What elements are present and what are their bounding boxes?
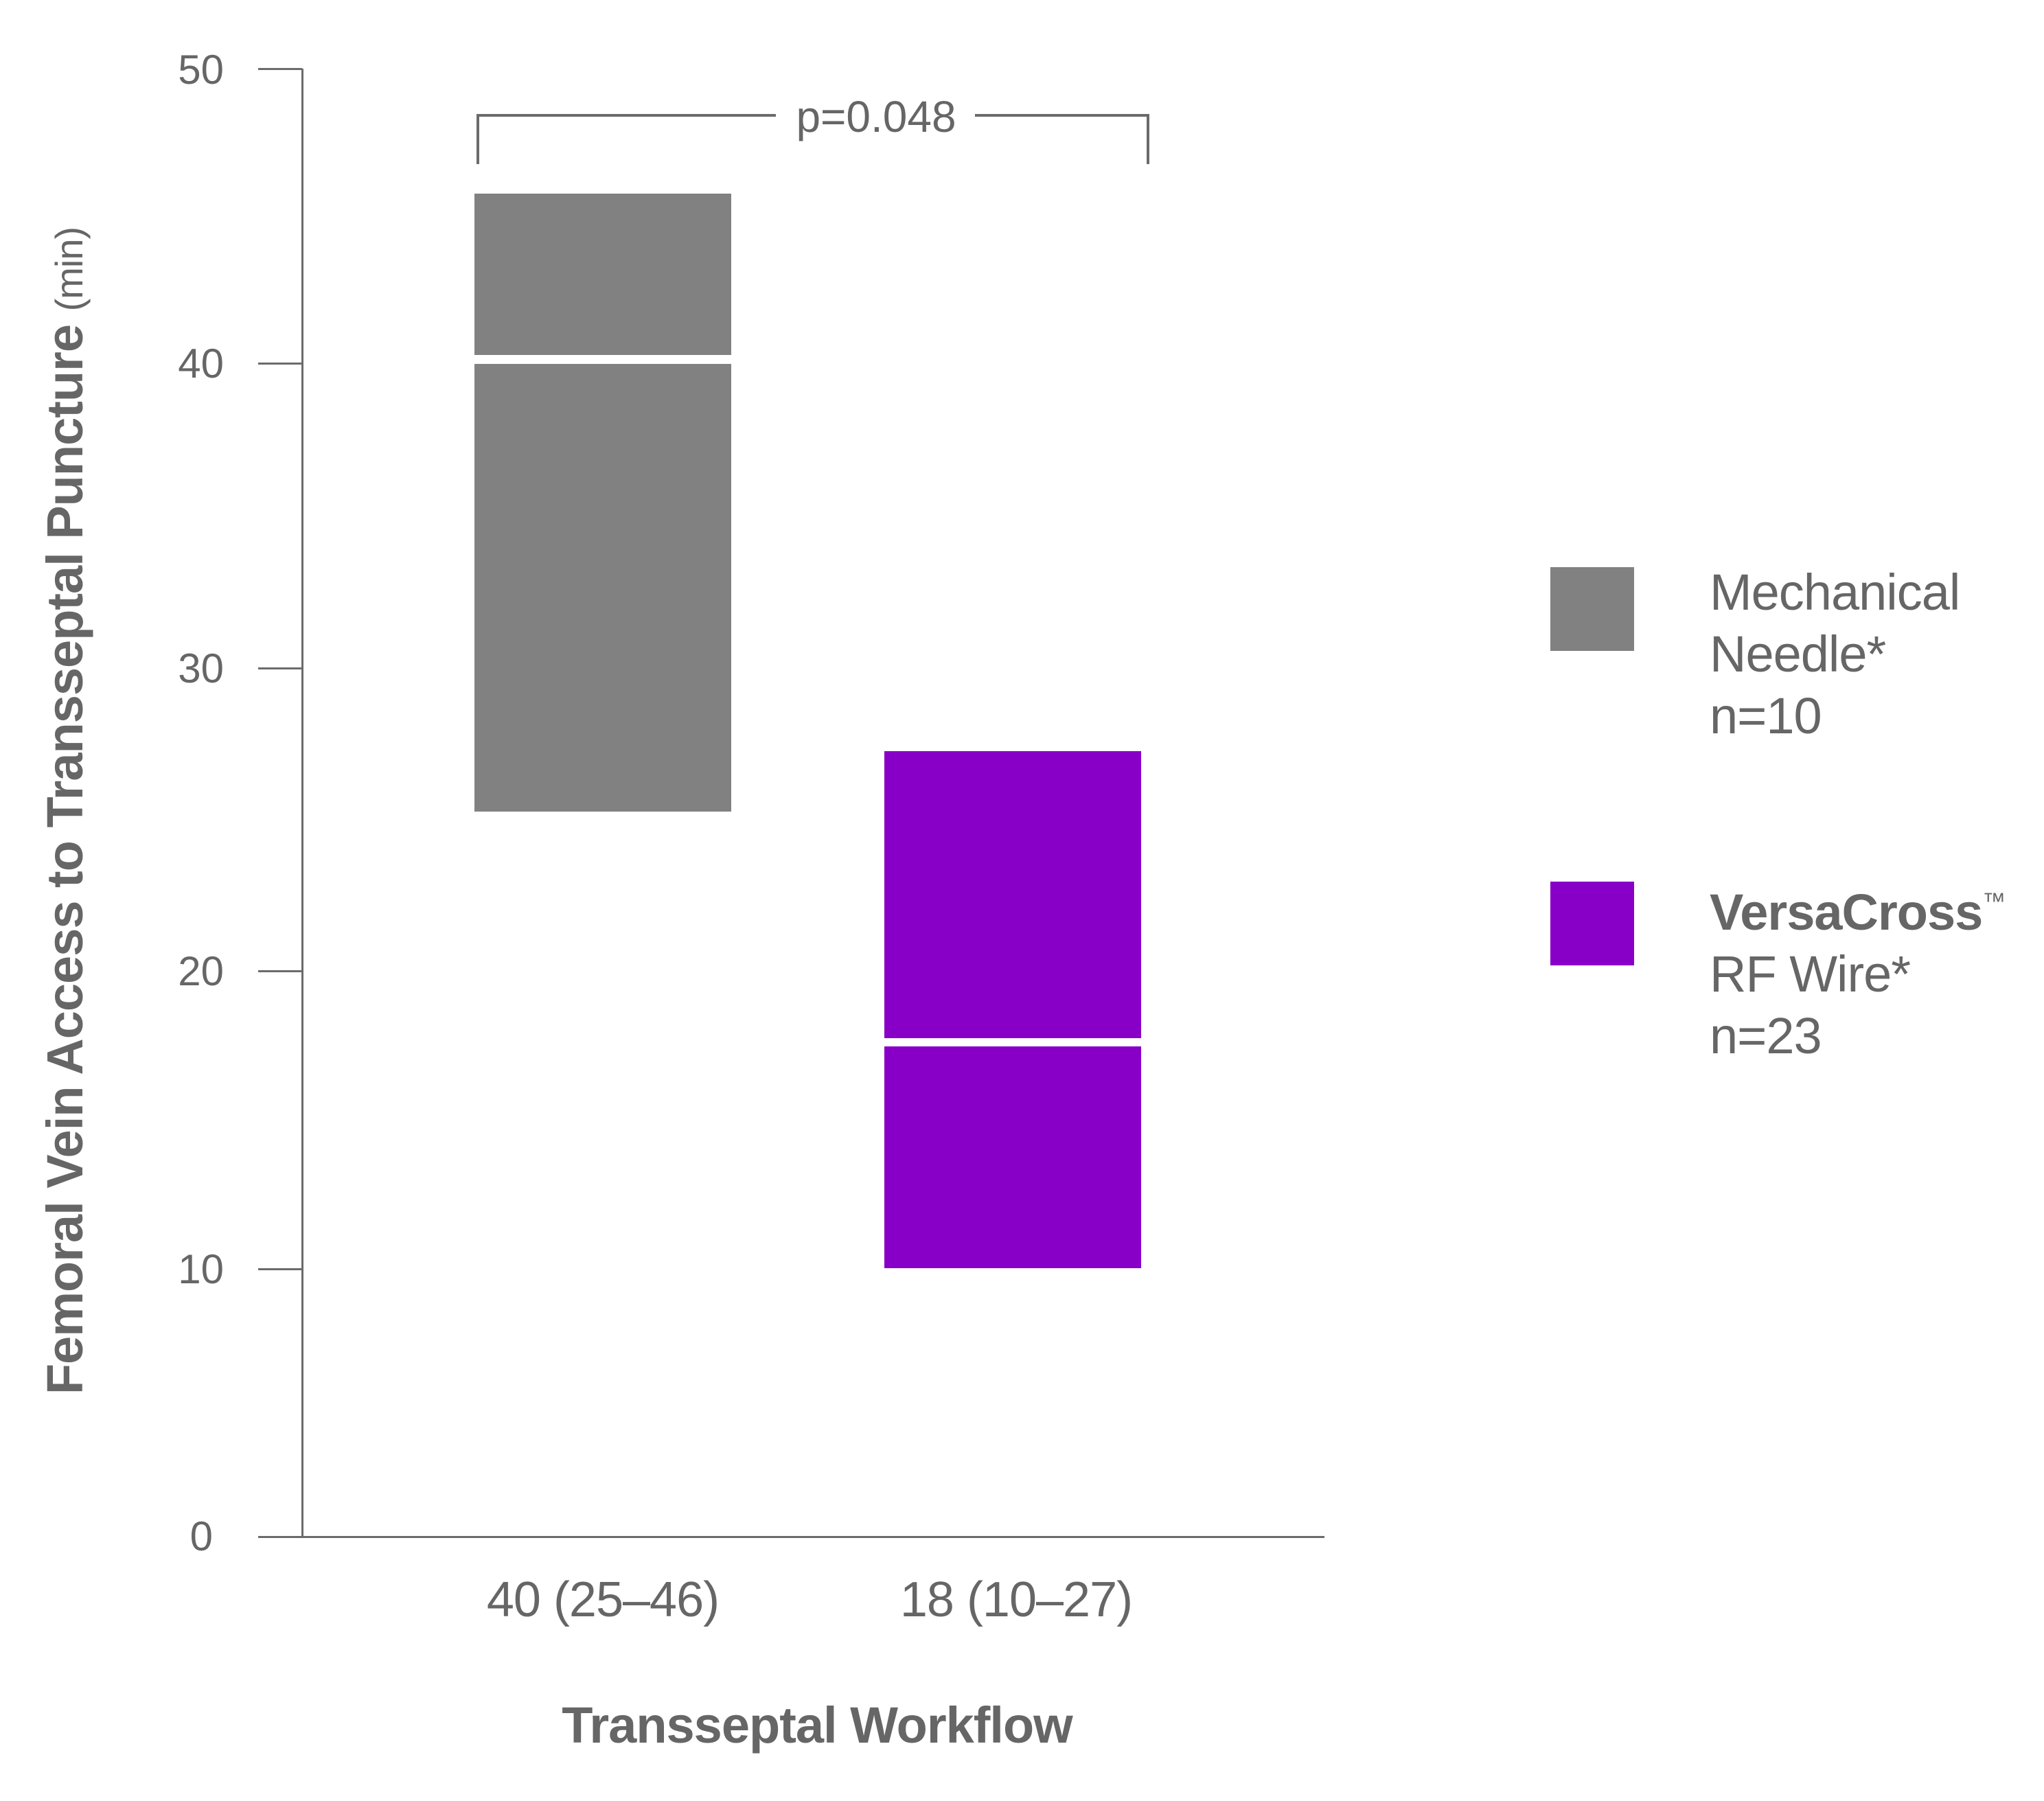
- legend-mechanical-line2: Needle*: [1710, 626, 1886, 682]
- legend-mechanical-n: n=10: [1710, 687, 1822, 744]
- legend-swatch-mechanical-needle: [1550, 567, 1634, 651]
- median-line-mechanical-needle: [474, 355, 731, 364]
- y-tick-label-50: 50: [178, 47, 224, 93]
- y-tick-10: [258, 1268, 302, 1270]
- x-axis-title: Transseptal Workflow: [562, 1697, 1073, 1754]
- y-tick-40: [258, 363, 302, 365]
- legend-label-mechanical-needle: Mechanical Needle* n=10: [1710, 562, 1960, 747]
- y-axis-line: [301, 69, 303, 1538]
- bar-mechanical-needle: [474, 194, 731, 812]
- bracket-left-leg: [476, 114, 479, 164]
- legend-versacross-n: n=23: [1710, 1007, 1822, 1064]
- x-category-label-versacross: 18 (10–27): [899, 1572, 1133, 1627]
- y-tick-label-40: 40: [178, 341, 224, 387]
- x-axis-line: [258, 1536, 1324, 1538]
- y-tick-label-20: 20: [178, 948, 224, 994]
- legend-versacross-line2: RF Wire*: [1710, 945, 1911, 1002]
- bracket-top-left: [476, 114, 776, 117]
- legend-mechanical-line1: Mechanical: [1710, 564, 1960, 621]
- bar-versacross-rf-wire: [884, 751, 1141, 1268]
- p-value-label: p=0.048: [796, 92, 956, 141]
- y-tick-label-0: 0: [190, 1513, 213, 1559]
- x-category-label-mechanical: 40 (25–46): [486, 1572, 720, 1627]
- y-tick-50: [258, 68, 302, 70]
- y-axis-title-main: Femoral Vein Access to Transseptal Punct…: [36, 324, 93, 1395]
- y-tick-30: [258, 667, 302, 669]
- bracket-top-right: [975, 114, 1149, 117]
- legend-label-versacross-rf-wire: VersaCross™ RF Wire* n=23: [1710, 871, 2006, 1067]
- legend-swatch-versacross-rf-wire: [1550, 882, 1634, 965]
- y-tick-20: [258, 970, 302, 972]
- y-tick-label-10: 10: [178, 1246, 224, 1292]
- median-line-versacross-rf-wire: [884, 1038, 1141, 1046]
- y-axis-title: Femoral Vein Access to Transseptal Punct…: [34, 207, 96, 1415]
- y-tick-label-30: 30: [178, 645, 224, 691]
- trademark-symbol: ™: [1982, 888, 2006, 915]
- legend-versacross-line1: VersaCross™: [1710, 871, 2006, 943]
- y-axis-title-unit: (min): [47, 227, 91, 312]
- bracket-right-leg: [1147, 114, 1149, 164]
- legend-versacross-brand: VersaCross: [1710, 884, 1983, 941]
